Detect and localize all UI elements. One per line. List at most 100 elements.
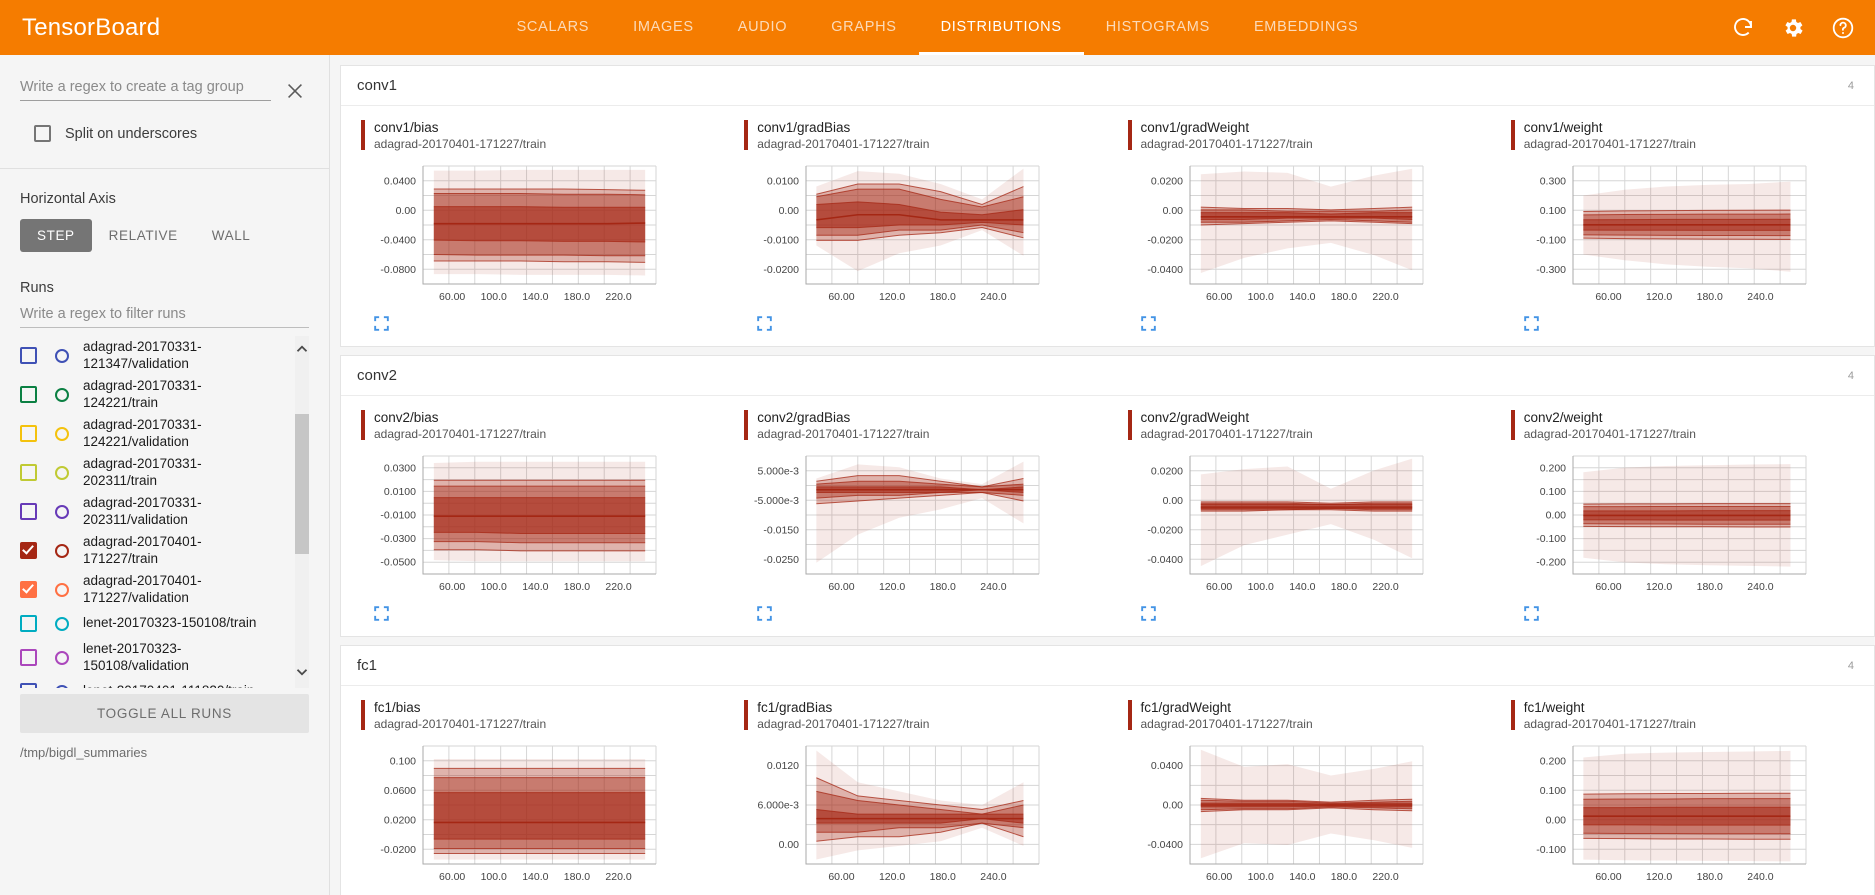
app-body: Split on underscores Horizontal Axis STE… bbox=[0, 55, 1875, 895]
chart-tag-name: fc1/bias bbox=[374, 700, 421, 715]
chevron-down-icon[interactable] bbox=[293, 663, 309, 681]
distribution-plot[interactable]: 0.0400 0.00 -0.0400 60.00 100.0 140.0 180.0 220… bbox=[1128, 740, 1429, 890]
fullscreen-expand-icon[interactable] bbox=[1522, 314, 1544, 336]
svg-text:120.0: 120.0 bbox=[1646, 291, 1672, 303]
run-checkbox[interactable] bbox=[20, 425, 37, 442]
axis-option-relative[interactable]: RELATIVE bbox=[108, 228, 178, 243]
tag-group-header[interactable]: conv1 4 bbox=[341, 66, 1874, 106]
tab-audio[interactable]: AUDIO bbox=[737, 19, 788, 35]
run-item[interactable]: lenet-20170401-111820/train bbox=[20, 677, 291, 688]
chart-tag-name: conv1/weight bbox=[1523, 120, 1603, 135]
fullscreen-expand-icon[interactable] bbox=[372, 314, 394, 336]
run-color-circle[interactable] bbox=[55, 616, 69, 631]
help-icon[interactable] bbox=[1831, 16, 1855, 40]
tab-embeddings[interactable]: EMBEDDINGS bbox=[1253, 19, 1359, 35]
split-on-underscores-row[interactable]: Split on underscores bbox=[20, 125, 309, 142]
distribution-plot[interactable]: 0.0400 0.00 -0.0400 -0.0800 60.00 100.0 140.0 1… bbox=[361, 160, 662, 310]
run-checkbox[interactable] bbox=[20, 615, 37, 632]
run-color-circle[interactable] bbox=[55, 582, 69, 597]
tag-group-count: 4 bbox=[1847, 369, 1854, 382]
distribution-plot[interactable]: 0.0200 0.00 -0.0200 -0.0400 60.00 100.0 140.0 1… bbox=[1128, 160, 1429, 310]
run-checkbox[interactable] bbox=[20, 386, 37, 403]
run-item[interactable]: adagrad-20170401-171227/train bbox=[20, 531, 291, 570]
fullscreen-expand-icon[interactable] bbox=[1139, 604, 1161, 626]
chart-expand-row bbox=[1128, 310, 1485, 346]
distribution-plot[interactable]: 0.300 0.100 -0.100 -0.300 60.00 120.0 180.0 240… bbox=[1511, 160, 1812, 310]
close-icon[interactable] bbox=[281, 77, 309, 105]
run-color-circle[interactable] bbox=[55, 650, 69, 665]
distribution-plot[interactable]: 0.200 0.100 0.00 -0.100 -0.200 60.00 120.0 180.… bbox=[1511, 450, 1812, 600]
run-color-circle[interactable] bbox=[55, 465, 69, 480]
tab-scalars[interactable]: SCALARS bbox=[516, 19, 590, 35]
fullscreen-expand-icon[interactable] bbox=[755, 314, 777, 336]
series-color-bar bbox=[1510, 700, 1515, 730]
refresh-icon[interactable] bbox=[1731, 16, 1755, 40]
run-color-circle[interactable] bbox=[55, 543, 69, 558]
svg-text:100.0: 100.0 bbox=[1247, 581, 1273, 593]
run-item[interactable]: adagrad-20170401-171227/validation bbox=[20, 570, 291, 609]
gear-icon[interactable] bbox=[1781, 16, 1805, 40]
distribution-plot[interactable]: 0.0300 0.0100 -0.0100 -0.0300 -0.0500 60.00 10… bbox=[361, 450, 662, 600]
chart-cards-row: fc1/bias adagrad-20170401-171227/train 0.1… bbox=[341, 686, 1874, 895]
chart-expand-row bbox=[744, 890, 1101, 895]
tag-regex-input[interactable] bbox=[20, 79, 271, 101]
tab-images[interactable]: IMAGES bbox=[633, 19, 694, 35]
chart-run-name: adagrad-20170401-171227/train bbox=[1523, 427, 1696, 441]
tag-group-header[interactable]: conv2 4 bbox=[341, 356, 1874, 396]
run-checkbox[interactable] bbox=[20, 503, 37, 520]
run-color-circle[interactable] bbox=[55, 684, 69, 688]
distribution-plot[interactable]: 0.0200 0.00 -0.0200 -0.0400 60.00 100.0 140.0 1… bbox=[1128, 450, 1429, 600]
run-item[interactable]: adagrad-20170331-124221/validation bbox=[20, 414, 291, 453]
series-color-bar bbox=[361, 410, 365, 440]
distribution-plot[interactable]: 0.100 0.0600 0.0200 -0.0200 60.00 100.0 140.0 1… bbox=[361, 740, 662, 890]
chevron-up-icon[interactable] bbox=[293, 340, 309, 358]
run-item[interactable]: adagrad-20170331-124221/train bbox=[20, 375, 291, 414]
run-item[interactable]: lenet-20170323-150108/validation bbox=[20, 638, 291, 677]
chart-card-title: fc1/gradWeight adagrad-20170401-171227/tr… bbox=[1127, 700, 1485, 732]
run-checkbox[interactable] bbox=[20, 649, 37, 666]
run-checkbox[interactable] bbox=[20, 683, 37, 688]
run-checkbox[interactable] bbox=[20, 542, 37, 559]
run-color-circle[interactable] bbox=[55, 504, 69, 519]
run-checkbox[interactable] bbox=[20, 347, 37, 364]
fullscreen-expand-icon[interactable] bbox=[1139, 314, 1161, 336]
axis-option-step[interactable]: STEP bbox=[20, 219, 92, 252]
tag-group-name: conv2 bbox=[357, 367, 398, 384]
svg-text:0.0400: 0.0400 bbox=[384, 175, 416, 187]
chart-expand-row bbox=[361, 600, 718, 636]
toggle-all-runs-button[interactable]: TOGGLE ALL RUNS bbox=[20, 694, 309, 733]
run-item[interactable]: adagrad-20170331-202311/validation bbox=[20, 492, 291, 531]
run-item[interactable]: lenet-20170323-150108/train bbox=[20, 609, 291, 638]
tab-histograms[interactable]: HISTOGRAMS bbox=[1105, 19, 1210, 35]
run-color-circle[interactable] bbox=[55, 348, 69, 363]
tag-group-header[interactable]: fc1 4 bbox=[341, 646, 1874, 686]
fullscreen-expand-icon[interactable] bbox=[755, 604, 777, 626]
tag-group-name: conv1 bbox=[357, 77, 398, 94]
runs-scrollbar-thumb[interactable] bbox=[295, 414, 309, 554]
runs-scrollbar-track[interactable] bbox=[295, 336, 309, 688]
run-checkbox[interactable] bbox=[20, 581, 37, 598]
run-color-circle[interactable] bbox=[55, 426, 69, 441]
runs-list[interactable]: adagrad-20170331-121347/validation adagra… bbox=[20, 336, 309, 688]
run-item[interactable]: adagrad-20170331-121347/validation bbox=[20, 336, 291, 375]
tab-distributions[interactable]: DISTRIBUTIONS bbox=[919, 0, 1084, 55]
runs-filter-input[interactable] bbox=[20, 296, 309, 328]
distribution-plot[interactable]: 5.000e-3 -5.000e-3 -0.0150 -0.0250 60.00 120.… bbox=[744, 450, 1045, 600]
series-color-bar bbox=[1127, 120, 1132, 150]
distribution-plot[interactable]: 0.200 0.100 0.00 -0.100 60.00 120.0 180.0 240.0 bbox=[1511, 740, 1812, 890]
run-color-circle[interactable] bbox=[55, 387, 69, 402]
svg-text:140.0: 140.0 bbox=[522, 291, 548, 303]
split-on-underscores-checkbox[interactable] bbox=[34, 125, 51, 142]
distribution-plot[interactable]: 0.0120 6.000e-3 0.00 60.00 120.0 180.0 240.0 bbox=[744, 740, 1045, 890]
distribution-plot[interactable]: 0.0100 0.00 -0.0100 -0.0200 60.00 120.0 180.0 2… bbox=[744, 160, 1045, 310]
fullscreen-expand-icon[interactable] bbox=[1522, 604, 1544, 626]
run-item[interactable]: adagrad-20170331-202311/train bbox=[20, 453, 291, 492]
axis-option-wall[interactable]: WALL bbox=[211, 228, 251, 243]
svg-text:60.00: 60.00 bbox=[829, 291, 855, 303]
svg-text:0.00: 0.00 bbox=[1162, 800, 1183, 812]
tab-graphs[interactable]: GRAPHS bbox=[831, 19, 897, 35]
run-checkbox[interactable] bbox=[20, 464, 37, 481]
fullscreen-expand-icon[interactable] bbox=[372, 604, 394, 626]
svg-text:120.0: 120.0 bbox=[1646, 871, 1672, 883]
chart-run-name: adagrad-20170401-171227/train bbox=[374, 717, 547, 731]
